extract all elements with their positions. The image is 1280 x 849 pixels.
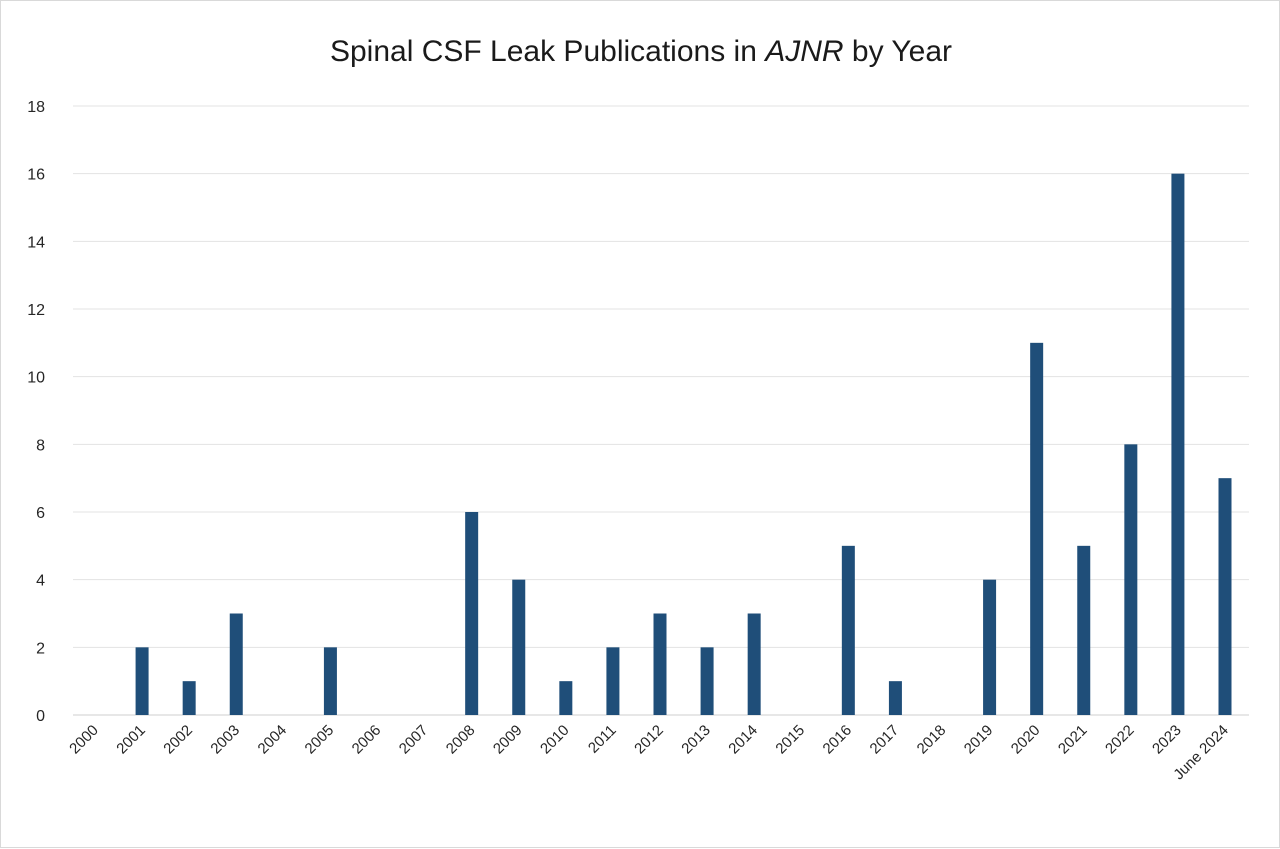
y-tick-label: 16	[27, 167, 45, 184]
x-tick-label: 2011	[585, 722, 620, 757]
x-tick-label: 2001	[113, 722, 149, 758]
gridlines	[73, 105, 1249, 716]
x-tick-label: 2019	[961, 722, 997, 758]
x-tick-label: 2006	[349, 722, 385, 758]
bar-2014	[747, 613, 761, 715]
x-tick-label: 2002	[160, 722, 196, 758]
x-tick-label: 2004	[255, 722, 291, 758]
x-tick-label: 2016	[820, 722, 856, 758]
bar-2005	[323, 647, 337, 715]
x-tick-label: 2005	[302, 722, 338, 758]
y-tick-label: 8	[36, 437, 45, 454]
y-tick-label: 18	[27, 99, 45, 116]
bar-2016	[841, 545, 855, 715]
y-tick-label: 12	[27, 302, 45, 319]
y-tick-label: 14	[27, 234, 45, 251]
x-tick-label: 2018	[914, 722, 950, 758]
y-tick-label: 0	[36, 708, 45, 725]
x-tick-label: 2023	[1149, 722, 1185, 758]
y-tick-label: 10	[27, 370, 45, 387]
bar-2023	[1171, 173, 1185, 715]
bar-2020	[1030, 342, 1044, 715]
bar-2010	[559, 681, 573, 715]
bar-2009	[512, 579, 526, 715]
x-tick-label: 2009	[490, 722, 526, 758]
bar-2013	[700, 647, 714, 715]
x-tick-label: 2008	[443, 722, 479, 758]
chart-title-part-emph: AJNR	[763, 35, 843, 68]
chart-title: Spinal CSF Leak Publications in AJNR by …	[330, 35, 952, 68]
bar-june-2024	[1218, 478, 1232, 715]
x-tick-label: 2017	[867, 722, 903, 758]
x-tick-label: 2012	[631, 722, 667, 758]
bar-2022	[1124, 444, 1138, 715]
bars	[135, 173, 1232, 715]
x-tick-label: 2014	[725, 722, 761, 758]
bar-2011	[606, 647, 620, 715]
y-tick-label: 2	[36, 640, 45, 657]
bar-2021	[1077, 545, 1091, 715]
x-tick-label: 2000	[66, 722, 102, 758]
chart-title-part-pre: Spinal CSF Leak Publications in	[330, 35, 765, 68]
x-tick-label: 2015	[772, 722, 808, 758]
chart-title-part-post: by Year	[844, 35, 952, 68]
x-tick-label: 2007	[396, 722, 432, 758]
bar-2003	[229, 613, 243, 715]
y-tick-label: 4	[36, 573, 45, 590]
x-tick-label: 2010	[537, 722, 573, 758]
bar-2002	[182, 681, 196, 715]
bar-2017	[888, 681, 902, 715]
bar-2012	[653, 613, 667, 715]
x-tick-label: 2020	[1008, 722, 1044, 758]
y-axis-ticks: 0 2 4 6 8 10 12 14 16 18	[27, 99, 45, 725]
x-axis-ticks: 2000 2001 2002 2003 2004 2005 2006 2007 2008 2009…	[66, 722, 1232, 784]
x-tick-label: 2022	[1102, 722, 1138, 758]
bar-2008	[465, 512, 479, 715]
y-tick-label: 6	[36, 505, 45, 522]
x-tick-label: 2021	[1055, 722, 1091, 758]
x-tick-label: 2003	[207, 722, 243, 758]
bar-2019	[983, 579, 997, 715]
bar-2001	[135, 647, 149, 715]
x-tick-label: 2013	[678, 722, 714, 758]
